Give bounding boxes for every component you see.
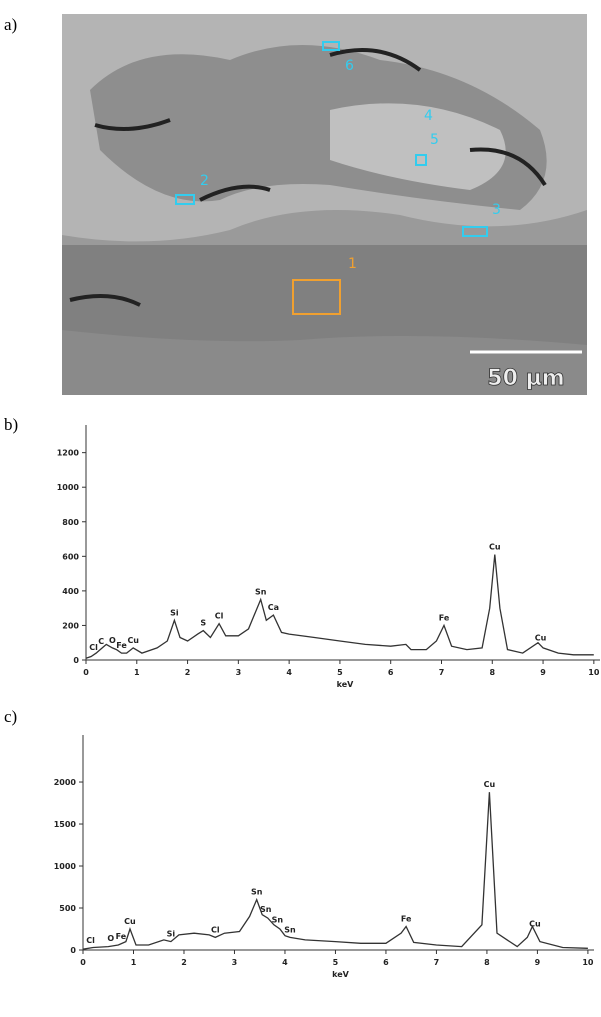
y-tick-label: 0	[73, 656, 79, 665]
peak-label: S	[200, 619, 206, 628]
region-label: 3	[492, 202, 501, 218]
x-axis-label: keV	[337, 680, 355, 689]
x-tick-label: 7	[434, 958, 440, 967]
peak-label: O	[109, 636, 116, 645]
x-tick-label: 7	[439, 668, 445, 677]
x-tick-label: 4	[286, 668, 292, 677]
spectrum-line	[83, 792, 588, 949]
peak-label: O	[107, 934, 114, 943]
x-tick-label: 9	[535, 958, 541, 967]
peak-label: Si	[167, 930, 176, 939]
y-tick-label: 400	[62, 587, 79, 596]
peak-label: Cl	[215, 612, 224, 621]
x-axis-label: keV	[332, 970, 350, 979]
y-tick-label: 1000	[54, 862, 77, 871]
x-tick-label: 9	[540, 668, 546, 677]
x-tick-label: 1	[134, 668, 140, 677]
y-tick-label: 1200	[57, 449, 80, 458]
x-tick-label: 5	[333, 958, 339, 967]
peak-label: Cl	[86, 936, 95, 945]
x-tick-label: 0	[83, 668, 89, 677]
panel-label: a)	[4, 15, 17, 34]
sem-image: 1 2 3 4 5 6 50 µm	[62, 14, 587, 395]
peak-label: Fe	[401, 914, 412, 923]
scale-bar-label: 50 µm	[487, 366, 564, 391]
region-label: 5	[430, 132, 439, 148]
x-tick-label: 6	[388, 668, 394, 677]
peak-label: Sn	[272, 915, 284, 924]
peak-label: Cl	[211, 925, 220, 934]
peak-label: C	[98, 637, 104, 646]
y-tick-label: 500	[59, 904, 76, 913]
panel-label: c)	[4, 707, 17, 726]
peak-label: Cu	[535, 633, 547, 642]
peak-label: Cu	[127, 636, 139, 645]
region-label: 2	[200, 173, 209, 189]
peak-label: Sn	[255, 588, 267, 597]
y-tick-label: 1000	[57, 483, 80, 492]
x-tick-label: 2	[185, 668, 191, 677]
x-tick-label: 3	[232, 958, 238, 967]
x-tick-label: 5	[337, 668, 343, 677]
y-tick-label: 2000	[54, 778, 77, 787]
figure: a) b) c) 1 2 3 4 5 6 50 µm 0200400600800…	[0, 0, 601, 1017]
y-tick-label: 0	[70, 946, 76, 955]
x-tick-label: 1	[131, 958, 137, 967]
peak-label: Sn	[260, 905, 272, 914]
x-tick-label: 0	[80, 958, 86, 967]
peak-label: Cu	[529, 920, 541, 929]
x-tick-label: 10	[582, 958, 594, 967]
region-label: 4	[424, 108, 433, 124]
y-tick-label: 1500	[54, 820, 77, 829]
x-tick-label: 6	[383, 958, 389, 967]
peak-label: Cu	[124, 917, 136, 926]
x-tick-label: 10	[588, 668, 600, 677]
x-tick-label: 8	[484, 958, 490, 967]
peak-label: Si	[170, 608, 179, 617]
x-tick-label: 4	[282, 958, 288, 967]
peak-label: Sn	[251, 888, 263, 897]
peak-label: Fe	[116, 932, 127, 941]
peak-label: Fe	[116, 641, 127, 650]
x-tick-label: 8	[489, 668, 495, 677]
region-label: 1	[348, 256, 357, 272]
y-tick-label: 800	[62, 518, 79, 527]
region-label: 6	[345, 58, 354, 74]
y-tick-label: 200	[62, 621, 79, 630]
x-tick-label: 3	[236, 668, 242, 677]
peak-label: Sn	[284, 925, 296, 934]
y-tick-label: 600	[62, 552, 79, 561]
peak-label: Cu	[484, 780, 496, 789]
peak-label: Cl	[89, 643, 98, 652]
x-tick-label: 2	[181, 958, 187, 967]
peak-label: Cu	[489, 543, 501, 552]
panel-label: b)	[4, 415, 18, 434]
peak-label: Fe	[439, 613, 450, 622]
spectrum-line	[86, 555, 594, 659]
peak-label: Ca	[268, 603, 279, 612]
